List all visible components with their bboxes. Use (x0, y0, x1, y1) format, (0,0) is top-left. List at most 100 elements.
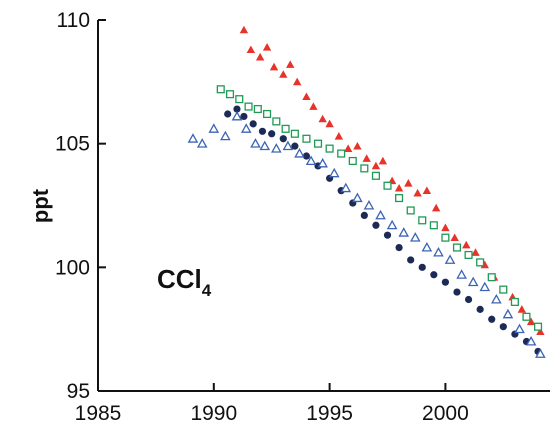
data-point (371, 161, 381, 170)
data-point (220, 130, 231, 141)
data-point (268, 130, 276, 138)
annotation-main: CCl (157, 264, 202, 294)
compound-annotation: CCl4 (157, 264, 212, 300)
data-point (239, 25, 249, 34)
y-tick-label: 95 (67, 380, 90, 403)
data-point (467, 276, 479, 287)
data-point (413, 188, 422, 197)
data-point (452, 243, 462, 252)
data-point (462, 240, 471, 249)
data-point (291, 142, 299, 150)
data-point (250, 138, 261, 148)
data-point (348, 156, 357, 166)
series-3 (187, 110, 546, 358)
data-point (269, 62, 279, 71)
data-point (231, 110, 243, 121)
data-point (471, 248, 480, 256)
data-point (317, 157, 328, 168)
data-point (271, 143, 282, 153)
data-point (290, 129, 299, 138)
data-point (394, 183, 404, 192)
data-point (302, 92, 311, 101)
data-point (187, 133, 199, 143)
data-point (372, 221, 380, 229)
data-point (464, 250, 473, 260)
data-point (225, 90, 235, 99)
data-point (353, 141, 362, 150)
data-point (263, 109, 272, 119)
y-axis-label: ppt (28, 188, 53, 223)
data-point (279, 70, 288, 78)
data-point (279, 135, 287, 143)
data-point (464, 295, 473, 304)
data-point (433, 246, 444, 257)
data-point (487, 273, 496, 282)
data-point (395, 194, 404, 203)
data-point (305, 155, 317, 165)
data-point (441, 278, 450, 286)
data-point (258, 127, 267, 135)
data-point (196, 138, 208, 148)
data-marks (187, 25, 546, 358)
data-point (502, 308, 514, 319)
data-point (409, 232, 421, 242)
data-point (536, 327, 545, 335)
data-point (418, 216, 427, 225)
x-tick-label: 1990 (190, 402, 237, 425)
data-point (208, 123, 220, 133)
data-point (450, 233, 459, 242)
data-point (404, 179, 413, 187)
data-point (360, 164, 369, 173)
data-point (535, 348, 546, 358)
x-ticks: 1985 1990 1995 2000 (75, 383, 469, 425)
data-point (325, 119, 334, 128)
data-point (363, 199, 375, 210)
series-0 (239, 25, 545, 335)
data-point (499, 323, 507, 331)
data-point (352, 192, 363, 203)
data-point (479, 281, 491, 292)
data-point (360, 211, 368, 219)
data-point (441, 233, 450, 242)
data-point (407, 256, 415, 264)
data-point (343, 144, 353, 152)
data-point (378, 156, 388, 165)
data-point (398, 227, 410, 237)
annotation-subscript: 4 (202, 281, 212, 300)
series-1 (216, 85, 543, 331)
data-point (525, 335, 537, 346)
data-point (328, 167, 340, 178)
data-point (430, 271, 438, 279)
data-point (302, 152, 311, 160)
data-point (249, 120, 257, 128)
data-point (246, 45, 256, 54)
data-point (281, 124, 290, 133)
data-point (233, 105, 241, 113)
data-point (282, 140, 294, 151)
data-point (517, 305, 527, 313)
data-point (406, 206, 415, 215)
data-point (224, 110, 232, 118)
data-point (294, 148, 305, 158)
data-point (476, 305, 484, 313)
data-point (340, 182, 352, 193)
data-point (325, 144, 334, 153)
x-tick-label: 2000 (422, 402, 469, 425)
axes: 95 100 105 110 1985 1990 1995 2000 (55, 9, 550, 425)
data-point (441, 223, 450, 232)
data-point (272, 117, 281, 126)
data-point (534, 322, 543, 331)
data-point (318, 114, 327, 123)
data-point (476, 258, 485, 267)
data-point (375, 209, 386, 220)
data-point (491, 293, 502, 304)
data-point (453, 288, 461, 296)
y-tick-label: 110 (57, 9, 90, 32)
data-point (371, 171, 380, 180)
data-point (253, 104, 262, 114)
x-tick-label: 1985 (75, 402, 122, 425)
data-point (362, 154, 371, 162)
data-point (383, 181, 392, 190)
data-point (488, 315, 496, 323)
